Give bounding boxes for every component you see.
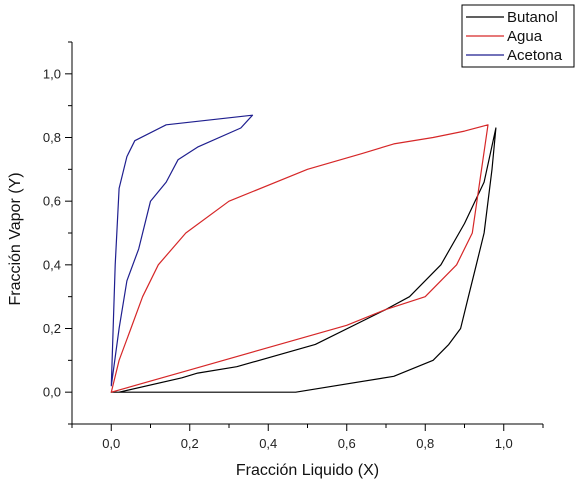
x-axis: 0,0 0,2 0,4 0,6 0,8 1,0 [71,424,544,451]
legend-label-butanol: Butanol [507,9,558,26]
y-tick-label: 0,0 [43,385,61,400]
series-line-acetona [110,114,254,387]
x-tick-label: 0,4 [259,436,277,451]
y-axis-title: Fracción Vapor (Y) [7,172,24,305]
y-tick-label: 0,6 [43,194,61,209]
x-tick-label: 0,8 [416,436,434,451]
y-axis: 0,0 0,2 0,4 0,6 0,8 1,0 [43,41,72,425]
series-line-butanol [110,127,497,393]
x-tick-label: 0,2 [181,436,199,451]
legend-label-agua: Agua [507,28,543,45]
series-layer [110,114,497,393]
x-tick-label: 0,6 [338,436,356,451]
y-tick-label: 0,4 [43,257,61,272]
y-tick-label: 0,2 [43,321,61,336]
legend-label-acetona: Acetona [507,47,563,64]
x-tick-label: 1,0 [495,436,513,451]
y-tick-label: 0,8 [43,130,61,145]
y-tick-label: 1,0 [43,66,61,81]
x-tick-label: 0,0 [102,436,120,451]
legend: Butanol Agua Acetona [461,4,575,68]
x-axis-title: Fracción Liquido (X) [236,462,379,479]
series-line-agua [110,124,489,393]
